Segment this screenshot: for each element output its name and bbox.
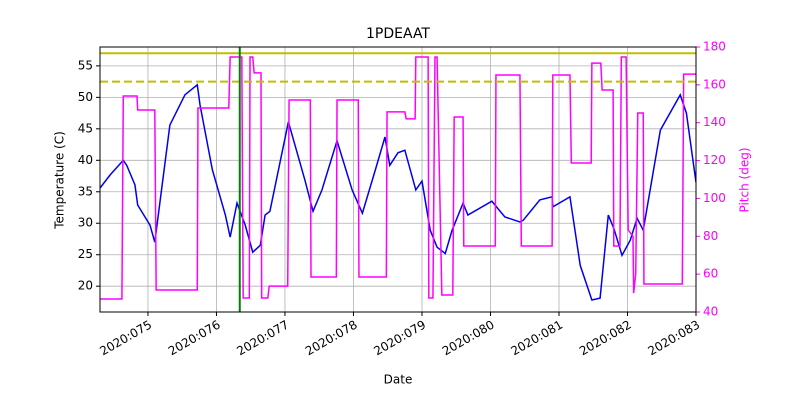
y2-tick-label: 100 bbox=[703, 191, 726, 205]
y2-tick-label: 140 bbox=[703, 115, 726, 129]
y2-tick-label: 40 bbox=[703, 305, 718, 319]
y-tick-label: 55 bbox=[78, 58, 93, 72]
x-axis-label: Date bbox=[384, 373, 413, 387]
y2-tick-label: 80 bbox=[703, 229, 718, 243]
y-tick-label: 25 bbox=[78, 247, 93, 261]
y2-tick-label: 160 bbox=[703, 77, 726, 91]
y-tick-label: 40 bbox=[78, 153, 93, 167]
plot-frame bbox=[99, 46, 697, 313]
y-tick-label: 35 bbox=[78, 184, 93, 198]
y-tick-label: 50 bbox=[78, 90, 93, 104]
y2-axis-label: Pitch (deg) bbox=[738, 147, 752, 212]
y-tick-label: 20 bbox=[78, 279, 93, 293]
y2-tick-label: 180 bbox=[703, 40, 726, 54]
data-line bbox=[100, 83, 696, 301]
y-tick-label: 45 bbox=[78, 121, 93, 135]
data-line bbox=[100, 56, 696, 300]
y2-tick-label: 60 bbox=[703, 267, 718, 281]
y-axis-label: Temperature (C) bbox=[53, 131, 67, 230]
chart-title: 1PDEAAT bbox=[366, 26, 430, 42]
y-tick-label: 30 bbox=[78, 216, 93, 230]
y2-tick-label: 120 bbox=[703, 153, 726, 167]
